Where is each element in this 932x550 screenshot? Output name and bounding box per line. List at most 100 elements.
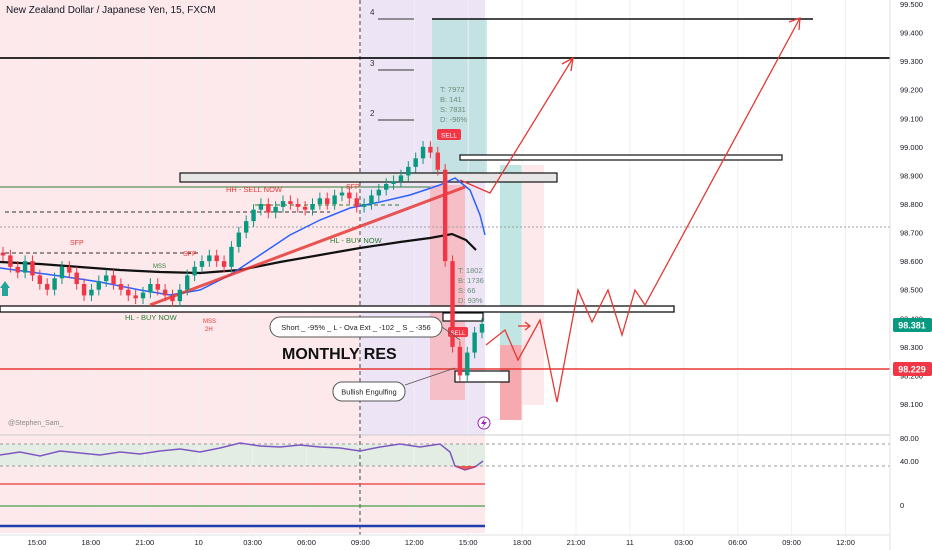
candle-body: [170, 295, 175, 302]
bullish-engulfing-box[interactable]: [332, 381, 406, 402]
engulfing-callout: [404, 367, 456, 386]
candle-body: [96, 281, 101, 290]
rsi-tick-label: 40.00: [900, 457, 919, 466]
candle-body: [229, 246, 234, 267]
candle-body: [45, 284, 50, 290]
candle-body: [207, 255, 212, 262]
fib-label-4: 4: [370, 8, 375, 17]
pink-zone-left: [0, 0, 360, 435]
candle-body: [251, 209, 256, 222]
candle-body: [22, 261, 28, 273]
teal-zone-top: [432, 18, 487, 173]
current-price-badge: [893, 318, 932, 332]
candle-body: [376, 189, 382, 196]
candle-body: [89, 289, 94, 296]
time-tick-label: 03:00: [674, 538, 693, 547]
candle-body: [148, 284, 153, 293]
candle-body: [472, 332, 477, 353]
stats-top-1: B: 141: [440, 95, 462, 104]
stats-top-0: T: 7972: [440, 85, 465, 94]
time-tick-label: 06:00: [728, 538, 747, 547]
hl-buy-now-low-label: HL - BUY NOW: [125, 313, 178, 322]
short-callout: [441, 326, 461, 341]
price-tick-label: 99.000: [900, 143, 923, 152]
price-tick-label: 98.800: [900, 200, 923, 209]
candle-body: [192, 266, 197, 276]
candle-body: [391, 181, 396, 184]
candle-body: [199, 261, 205, 267]
watermark: @Stephen_Sam_: [8, 420, 63, 427]
sfp-left-label: SFP: [70, 240, 84, 247]
resistance-band: [0, 305, 675, 313]
time-axis[interactable]: 15:00 18:00 21:00 10 03:00 06:00 09:00 12:00 15:…: [28, 538, 855, 547]
sfp-top-label: SFP: [346, 184, 360, 191]
candle-body: [332, 195, 337, 204]
candle-body: [177, 289, 183, 302]
candle-body: [103, 275, 109, 282]
time-tick-label: 21:00: [567, 538, 586, 547]
candle-body: [111, 275, 116, 284]
candle-body: [155, 284, 160, 290]
teal-zone-long: [500, 165, 522, 345]
symbol-title[interactable]: New Zealand Dollar / Japanese Yen, 15, F…: [6, 5, 216, 16]
short-annotation-text: Short _ -95% _ L - Ova Ext _ -102 _ S _ …: [281, 323, 430, 332]
candle-body: [384, 184, 389, 190]
trend-thick-red: [149, 185, 466, 307]
price-tick-label: 99.200: [900, 86, 923, 95]
sell-tag-2: SELL: [451, 331, 466, 337]
candle-body: [140, 292, 146, 299]
pink-zone-long-bot: [500, 345, 522, 420]
candle-body: [74, 272, 79, 284]
rsi-line: [0, 442, 484, 471]
candle-body: [133, 295, 138, 299]
price-tick-label: 98.900: [900, 171, 923, 180]
price-tick-label: 98.500: [900, 286, 923, 295]
time-tick-label: 09:00: [351, 538, 370, 547]
candle-body: [457, 346, 463, 376]
candle-body: [236, 232, 242, 247]
rsi-fill-red: [450, 466, 478, 470]
time-tick-label: 15:00: [459, 538, 478, 547]
mss-low-label: MSS: [203, 319, 216, 325]
candle-body: [435, 152, 440, 170]
zone-box-4: [442, 312, 484, 322]
candle-body: [258, 204, 264, 210]
sell-tag-bg: [437, 129, 461, 140]
price-axis[interactable]: 99.500 99.400 99.300 99.200 99.100 99.000 98.9…: [900, 0, 923, 510]
candle-body: [126, 289, 131, 296]
candle-body: [52, 278, 57, 290]
candle-body: [59, 266, 65, 279]
time-tick-label: 11: [626, 538, 634, 547]
candle-body: [347, 192, 352, 199]
candle-body: [302, 206, 308, 210]
candle-body: [243, 221, 249, 233]
buy-arrow-icon: [0, 281, 10, 296]
candle-body: [310, 204, 315, 210]
monthly-res-label: MONTHLY RES: [282, 346, 397, 363]
candle-body: [369, 195, 374, 204]
time-tick-label: 18:00: [82, 538, 101, 547]
candle-body: [162, 289, 168, 296]
candle-body: [406, 166, 411, 176]
candle-body: [280, 201, 286, 207]
stats-bottom-3: D: 93%: [458, 296, 483, 305]
time-tick-label: 15:00: [28, 538, 47, 547]
candle-body: [465, 352, 470, 376]
candle-body: [420, 146, 426, 159]
price-tick-label: 99.300: [900, 57, 923, 66]
time-tick-label: 06:00: [297, 538, 316, 547]
sfp-mid-label: SFP: [183, 251, 197, 258]
candle-body: [450, 261, 455, 347]
current-price-label: 98.381: [898, 321, 926, 331]
candle-body: [325, 198, 330, 204]
pink-zone-long-bot2: [522, 345, 544, 405]
zone-box-1: [179, 172, 558, 183]
candle-body: [37, 275, 43, 284]
rsi-tick-label: 80.00: [900, 434, 919, 443]
candle-body: [8, 255, 13, 267]
candle-body: [295, 204, 300, 207]
price-tick-label: 98.300: [900, 343, 923, 352]
rsi-band: [0, 444, 485, 466]
stats-bottom-2: S: 66: [458, 286, 476, 295]
